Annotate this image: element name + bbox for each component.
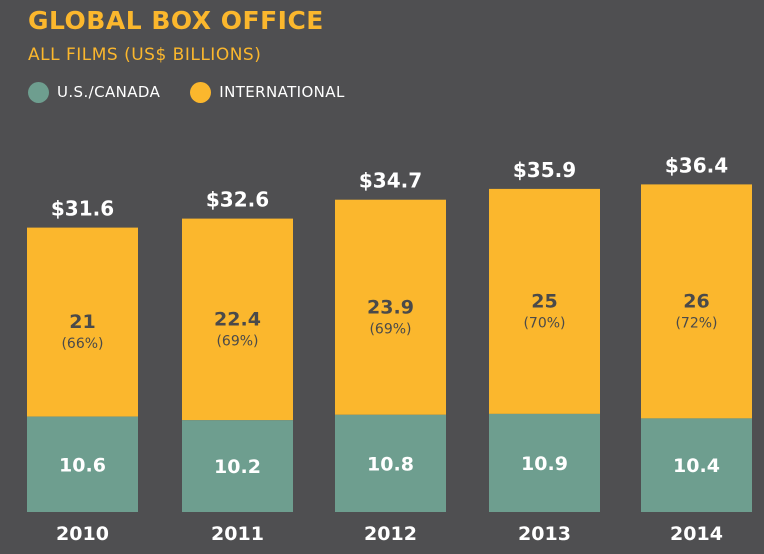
us-canada-value-2010: 10.6 [59,454,106,476]
legend-label-us-canada: U.S./CANADA [57,83,161,101]
year-label-2013: 2013 [518,523,571,545]
chart-title: GLOBAL BOX OFFICE [28,6,324,35]
international-value-2013: 25 [531,290,557,312]
international-value-2011: 22.4 [214,308,261,330]
bar-us-canada-2010 [27,416,138,512]
chart-subtitle: ALL FILMS (US$ BILLIONS) [28,45,262,65]
bar-us-canada-2012 [335,414,446,512]
total-label-2010: $31.6 [51,197,114,221]
international-percent-2010: (66%) [61,336,103,352]
us-canada-value-2014: 10.4 [673,455,720,477]
international-percent-2013: (70%) [523,315,565,331]
legend-swatch-international [190,81,212,103]
international-percent-2011: (69%) [216,333,258,349]
bar-international-2014 [641,184,752,419]
legend: U.S./CANADA INTERNATIONAL [28,80,375,104]
bar-international-2013 [489,188,600,414]
legend-label-international: INTERNATIONAL [219,83,345,101]
bar-international-2010 [27,227,138,417]
bar-international-2012 [335,199,446,415]
legend-item-international: INTERNATIONAL [190,81,345,103]
international-percent-2014: (72%) [675,315,717,331]
bar-us-canada-2013 [489,413,600,512]
total-label-2014: $36.4 [665,153,728,177]
international-value-2014: 26 [683,290,709,312]
year-label-2012: 2012 [364,523,417,545]
year-label-2010: 2010 [56,523,109,545]
year-label-2014: 2014 [670,523,723,545]
total-label-2011: $32.6 [206,188,269,212]
international-percent-2012: (69%) [369,321,411,337]
legend-item-us-canada: U.S./CANADA [28,81,161,103]
bar-us-canada-2011 [182,420,293,512]
legend-swatch-us-canada [28,81,49,103]
international-value-2010: 21 [69,311,95,333]
year-label-2011: 2011 [211,523,264,545]
international-value-2012: 23.9 [367,296,414,318]
bar-us-canada-2014 [641,418,752,512]
total-label-2012: $34.7 [359,169,422,193]
us-canada-value-2012: 10.8 [367,453,414,475]
us-canada-value-2013: 10.9 [521,453,568,475]
us-canada-value-2011: 10.2 [214,456,261,478]
bar-international-2011 [182,218,293,421]
total-label-2013: $35.9 [513,158,576,182]
